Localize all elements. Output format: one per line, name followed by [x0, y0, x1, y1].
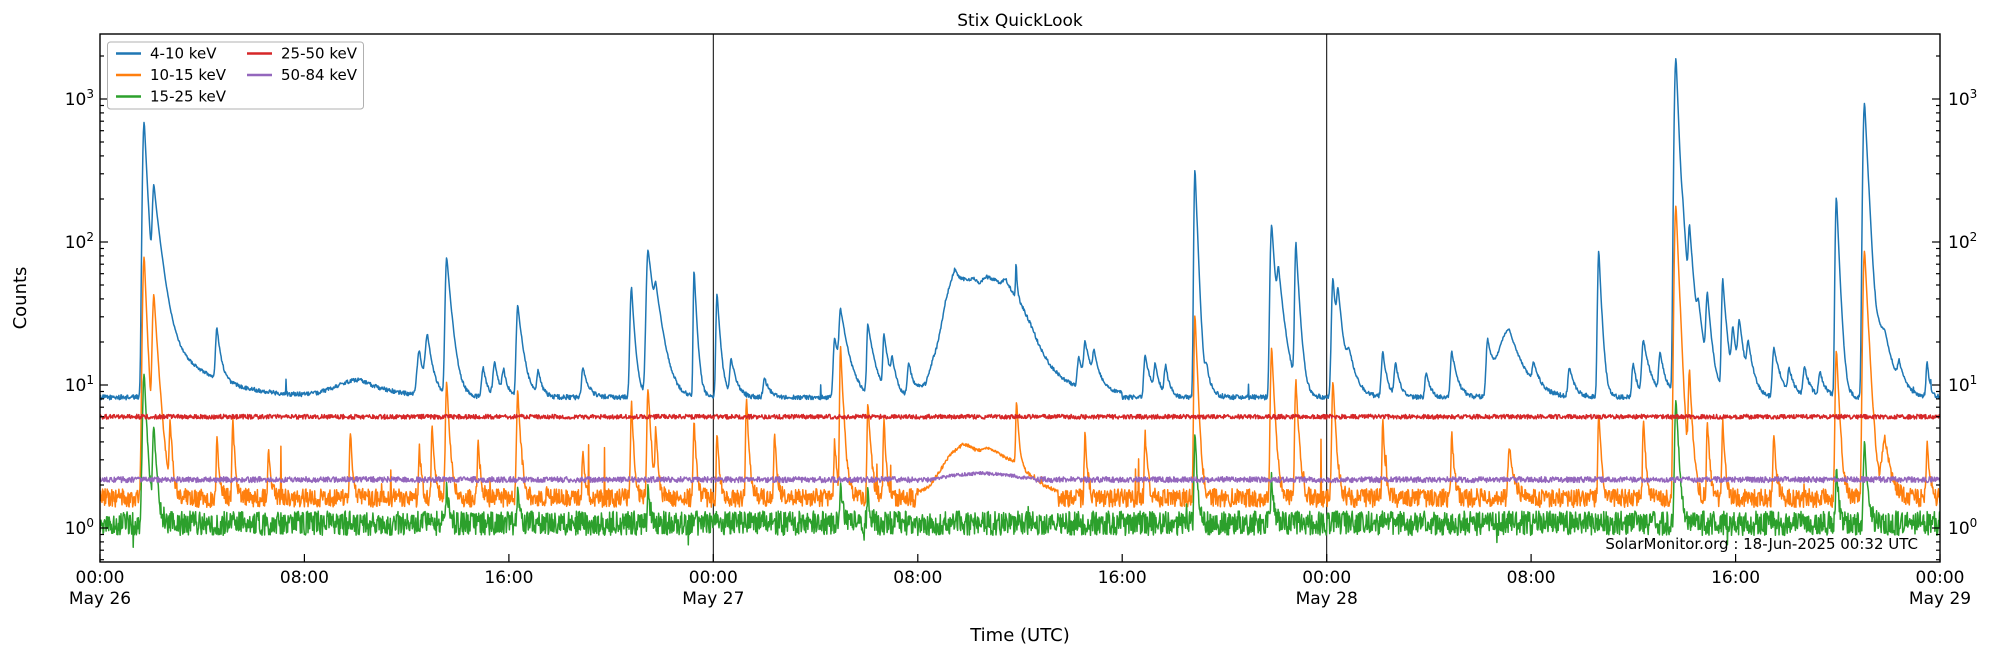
x-tick-label: 00:00: [1916, 568, 1965, 588]
legend-box: [107, 41, 364, 110]
x-tick-label: 00:00: [689, 568, 738, 588]
day-boundary-lines: [712, 34, 1328, 562]
series-lines: [100, 58, 1940, 549]
plot-frame: [99, 33, 1941, 563]
x-tick-day-label: May 28: [1296, 589, 1358, 609]
x-tick-day-label: May 27: [682, 589, 744, 609]
legend-item: 4-10 keV: [116, 45, 217, 63]
y-tick-label: 102: [1948, 230, 1977, 253]
legend-label: 25-50 keV: [281, 45, 358, 63]
legend-item: 15-25 keV: [116, 88, 227, 106]
chart-title: Stix QuickLook: [957, 11, 1083, 31]
series-line-50-84keV: [100, 470, 1940, 484]
x-tick-label: 16:00: [1098, 568, 1147, 588]
x-tick-label: 00:00: [1302, 568, 1351, 588]
y-tick-label: 100: [1948, 516, 1977, 539]
x-tick-label: 08:00: [893, 568, 942, 588]
x-tick-day-label: May 26: [69, 589, 131, 609]
x-tick-label: 00:00: [76, 568, 125, 588]
legend-label: 50-84 keV: [281, 66, 358, 84]
legend-label: 4-10 keV: [150, 45, 217, 63]
series-line-4-10keV: [100, 58, 1940, 401]
y-tick-label: 103: [65, 87, 94, 110]
y-tick-label: 103: [1948, 87, 1977, 110]
x-tick-label: 08:00: [1507, 568, 1556, 588]
legend: 4-10 keV 10-15 keV 15-25 keV 25-50 keV 50-84…: [107, 41, 364, 110]
x-tick-day-label: May 29: [1909, 589, 1971, 609]
series-line-15-25keV: [100, 373, 1940, 549]
legend-label: 15-25 keV: [150, 88, 227, 106]
y-tick-label: 100: [65, 516, 94, 539]
legend-item: 50-84 keV: [247, 66, 358, 84]
axis-ticks: [99, 55, 1941, 562]
legend-item: 10-15 keV: [116, 66, 227, 84]
x-tick-label: 16:00: [1711, 568, 1760, 588]
y-tick-label: 101: [1948, 373, 1977, 396]
y-tick-label: 101: [65, 373, 94, 396]
series-line-25-50keV: [100, 413, 1940, 420]
x-axis-label: Time (UTC): [969, 625, 1070, 646]
series-line-10-15keV: [100, 205, 1940, 509]
legend-label: 10-15 keV: [150, 66, 227, 84]
x-tick-label: 16:00: [484, 568, 533, 588]
y-tick-label: 102: [65, 230, 94, 253]
y-axis-label: Counts: [10, 267, 31, 330]
legend-item: 25-50 keV: [247, 45, 358, 63]
watermark-annotation: SolarMonitor.org : 18-Jun-2025 00:32 UTC: [1605, 535, 1918, 553]
x-tick-label: 08:00: [280, 568, 329, 588]
